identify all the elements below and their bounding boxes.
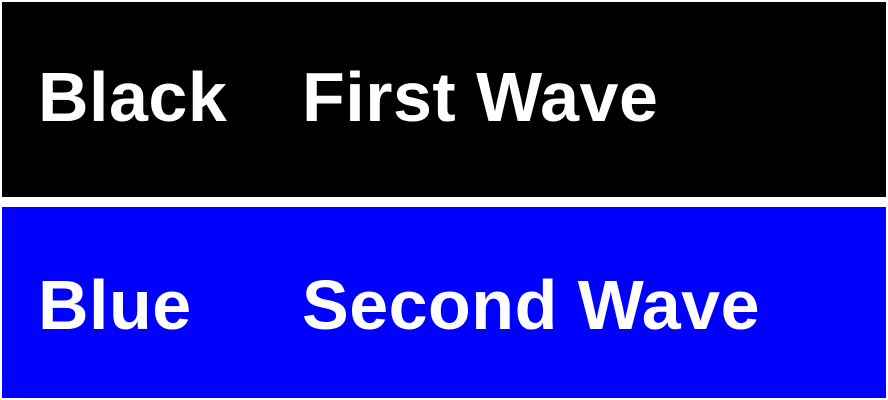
color-name-label: Black	[38, 58, 228, 136]
black-band: Black First Wave	[2, 2, 886, 197]
color-name-label: Blue	[38, 266, 192, 344]
wave-label: Second Wave	[302, 266, 761, 344]
wave-label: First Wave	[302, 58, 659, 136]
blue-band: Blue Second Wave	[2, 207, 886, 398]
